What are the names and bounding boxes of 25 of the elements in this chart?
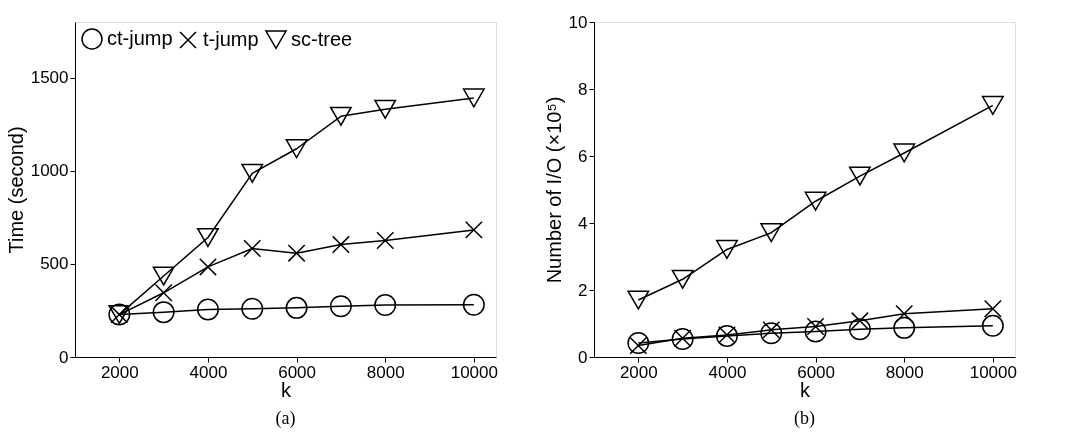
y-axis-title: Number of I/O (×10⁵) bbox=[542, 96, 565, 284]
y-tick-label: 0 bbox=[59, 347, 69, 367]
text: (a) bbox=[275, 408, 296, 429]
y-tick-label: 1000 bbox=[30, 161, 69, 181]
legend-label: t-jump bbox=[203, 28, 259, 50]
y-tick-label: 6 bbox=[578, 146, 588, 166]
legend-label: ct-jump bbox=[107, 27, 173, 49]
y-tick-label: 500 bbox=[40, 254, 69, 274]
y-tick-label: 10 bbox=[568, 12, 588, 32]
y-tick-label: 8 bbox=[578, 79, 588, 99]
x-tick-label: 2000 bbox=[100, 362, 139, 382]
y-tick-label: 0 bbox=[578, 347, 588, 367]
y-tick-label: 1500 bbox=[30, 68, 69, 88]
x-tick-label: 8000 bbox=[885, 362, 924, 382]
x-tick-label: 10000 bbox=[450, 362, 498, 382]
legend-label: sc-tree bbox=[291, 27, 353, 50]
x-tick-label: 4000 bbox=[708, 362, 747, 382]
x-tick-label: 8000 bbox=[366, 362, 405, 382]
y-tick-label: 2 bbox=[578, 280, 588, 300]
y-axis-title: Time (second) bbox=[4, 126, 27, 254]
x-tick-label: 4000 bbox=[189, 362, 228, 382]
x-tick-label: 10000 bbox=[969, 362, 1017, 382]
text: (b) bbox=[794, 408, 815, 429]
y-tick-label: 4 bbox=[578, 213, 588, 233]
x-tick-label: 2000 bbox=[619, 362, 658, 382]
